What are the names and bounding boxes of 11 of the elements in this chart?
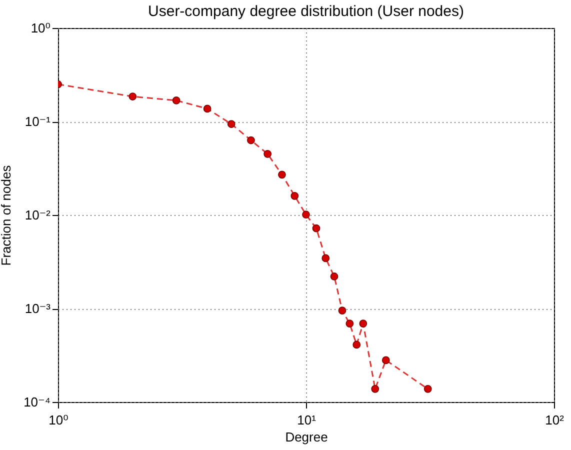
y-axis-title: Fraction of nodes xyxy=(0,164,14,266)
y-tick-label: 10⁰ xyxy=(30,20,50,36)
x-tick-label: 10¹ xyxy=(297,412,317,428)
x-axis-title: Degree xyxy=(285,430,328,444)
y-tick-label: 10⁻³ xyxy=(24,301,52,316)
y-tick-label: 10⁻¹ xyxy=(24,114,52,129)
y-tick-label: 10⁻² xyxy=(24,208,52,222)
y-tick-label: 10⁻⁴ xyxy=(24,394,50,410)
chart-title: User-company degree distribution (User nodes) xyxy=(148,3,464,20)
x-tick-label: 10⁰ xyxy=(48,412,68,428)
x-tick-label: 10² xyxy=(545,412,565,428)
